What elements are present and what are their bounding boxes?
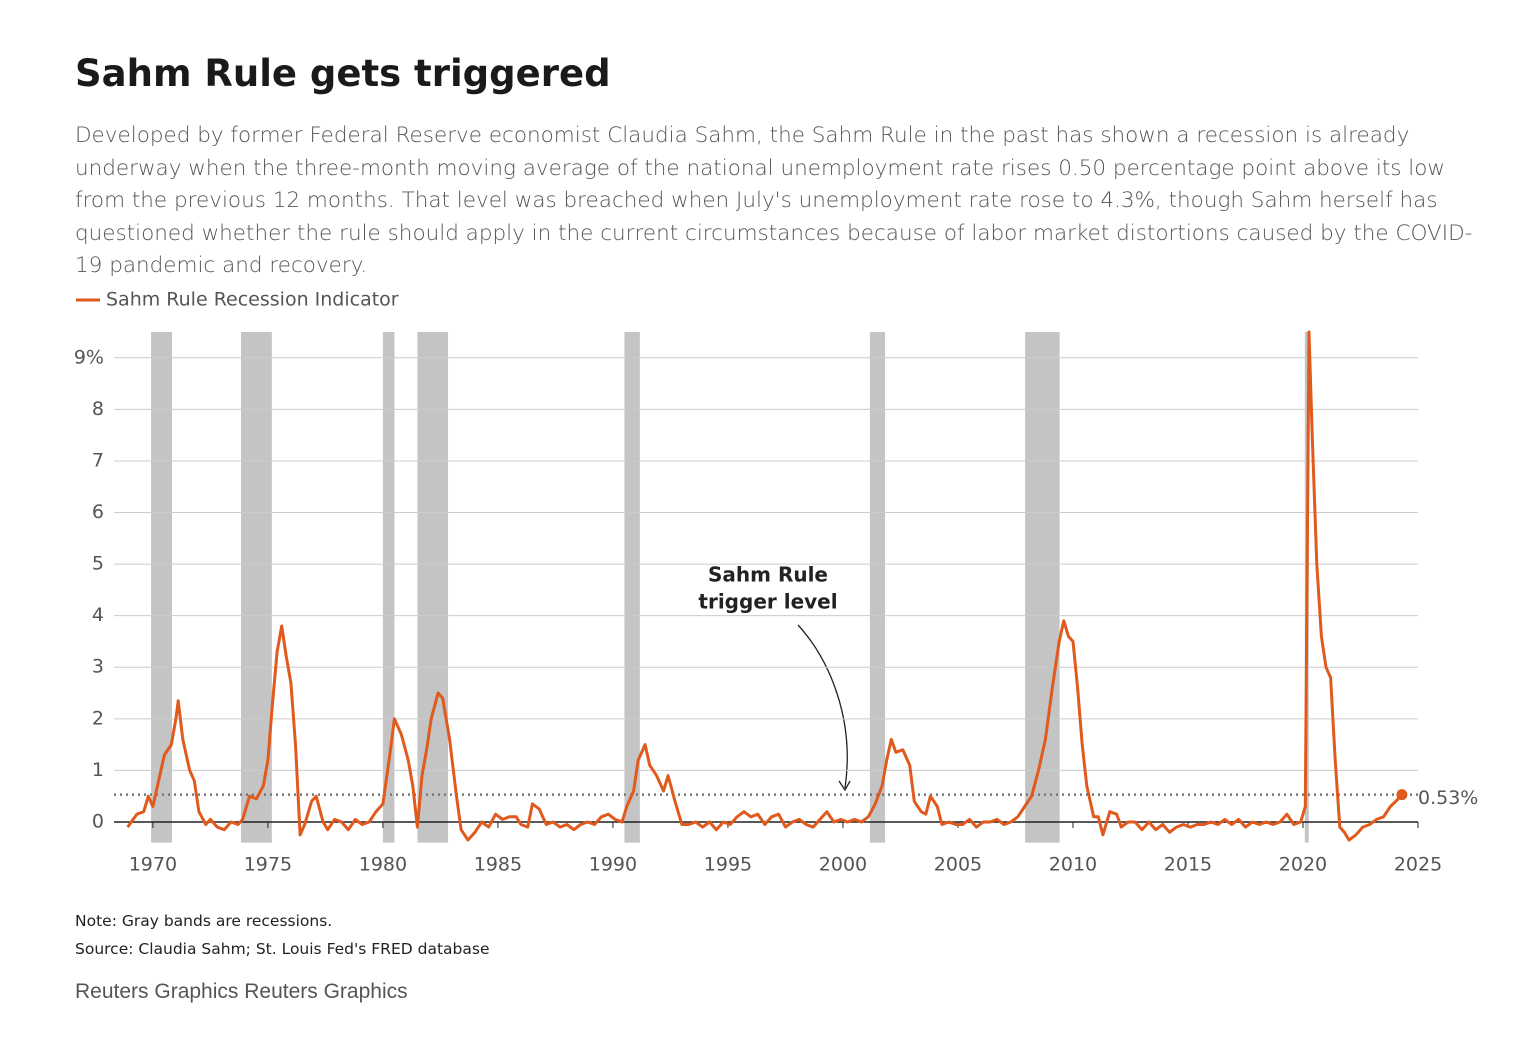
annotation: Sahm Rule (708, 563, 828, 587)
last-point (1396, 789, 1408, 801)
x-tick-label: 2020 (1279, 854, 1327, 876)
x-tick-label: 1975 (244, 854, 292, 876)
chart-subtitle: Developed by former Federal Reserve econ… (75, 123, 1473, 278)
x-tick-label: 2025 (1394, 854, 1442, 876)
x-tick-label: 2005 (934, 854, 982, 876)
credit: Reuters Graphics Reuters Graphics (75, 980, 408, 1003)
x-tick-label: 2000 (819, 854, 867, 876)
recession-band (869, 332, 886, 843)
y-tick-label: 1 (92, 759, 104, 781)
annotation-arrow (797, 624, 848, 789)
chart-title: Sahm Rule gets triggered (75, 52, 611, 95)
x-tick-label: 1990 (589, 854, 637, 876)
recession-band (624, 332, 640, 843)
y-tick-label: 2 (92, 707, 104, 729)
note: Note: Gray bands are recessions. (75, 912, 333, 930)
y-tick-label: 4 (92, 604, 104, 626)
y-tick-label: 7 (92, 449, 104, 471)
x-tick-label: 1970 (129, 854, 177, 876)
annotation: trigger level (698, 590, 837, 614)
legend-label: Sahm Rule Recession Indicator (106, 289, 399, 311)
y-tick-label: 8 (92, 398, 104, 420)
recession-band (151, 332, 172, 843)
reference-label: 0.53% (1418, 787, 1478, 809)
x-tick-label: 2015 (1164, 854, 1212, 876)
y-tick-label: 6 (92, 501, 104, 523)
y-tick-label: 0 (92, 810, 104, 832)
recession-band (1025, 332, 1060, 843)
y-tick-label: 5 (92, 553, 104, 575)
recession-band (417, 332, 449, 843)
recession-band (382, 332, 395, 843)
x-tick-label: 2010 (1049, 854, 1097, 876)
source: Source: Claudia Sahm; St. Louis Fed's FR… (75, 940, 490, 958)
series-line (126, 330, 1404, 842)
y-tick-label: 9% (74, 346, 104, 368)
x-tick-label: 1995 (704, 854, 752, 876)
annotation-arrowhead (838, 780, 851, 792)
x-tick-label: 1980 (359, 854, 407, 876)
y-tick-label: 3 (92, 656, 104, 678)
x-tick-label: 1985 (474, 854, 522, 876)
